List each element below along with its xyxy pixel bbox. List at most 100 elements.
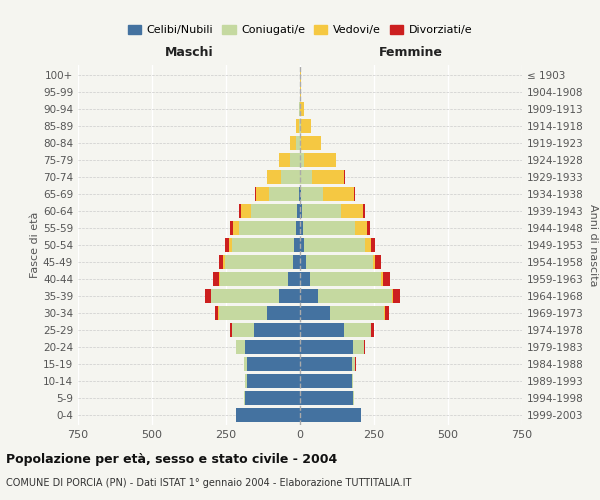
Bar: [306, 255, 373, 269]
Bar: [232, 238, 294, 252]
Bar: [300, 85, 301, 99]
Bar: [218, 306, 268, 320]
Bar: [241, 204, 251, 218]
Bar: [300, 272, 310, 286]
Bar: [294, 238, 300, 252]
Bar: [224, 255, 293, 269]
Bar: [244, 357, 247, 371]
Bar: [296, 136, 300, 150]
Bar: [300, 306, 329, 320]
Bar: [329, 306, 385, 320]
Bar: [236, 340, 245, 354]
Bar: [239, 204, 241, 218]
Bar: [300, 340, 353, 354]
Bar: [353, 340, 364, 354]
Bar: [344, 323, 371, 337]
Bar: [300, 238, 304, 252]
Bar: [300, 170, 312, 184]
Bar: [367, 221, 370, 235]
Bar: [373, 255, 376, 269]
Bar: [365, 238, 371, 252]
Bar: [363, 204, 365, 218]
Bar: [230, 323, 232, 337]
Bar: [376, 255, 382, 269]
Bar: [239, 221, 296, 235]
Bar: [245, 340, 300, 354]
Bar: [290, 153, 300, 167]
Bar: [392, 289, 400, 303]
Bar: [318, 289, 392, 303]
Bar: [304, 238, 365, 252]
Bar: [300, 323, 344, 337]
Bar: [215, 306, 218, 320]
Bar: [245, 391, 300, 405]
Bar: [247, 374, 300, 388]
Bar: [353, 391, 354, 405]
Bar: [354, 187, 355, 201]
Bar: [300, 102, 304, 116]
Bar: [268, 306, 300, 320]
Bar: [300, 357, 352, 371]
Bar: [303, 221, 355, 235]
Bar: [226, 238, 229, 252]
Bar: [382, 272, 383, 286]
Bar: [300, 221, 303, 235]
Bar: [300, 136, 301, 150]
Bar: [251, 204, 297, 218]
Bar: [290, 136, 296, 150]
Bar: [364, 340, 365, 354]
Bar: [213, 272, 219, 286]
Bar: [230, 221, 233, 235]
Bar: [299, 187, 300, 201]
Bar: [341, 204, 363, 218]
Bar: [323, 187, 354, 201]
Bar: [219, 272, 220, 286]
Bar: [288, 272, 300, 286]
Bar: [220, 272, 288, 286]
Bar: [300, 204, 302, 218]
Bar: [301, 136, 321, 150]
Y-axis label: Anni di nascita: Anni di nascita: [587, 204, 598, 286]
Bar: [301, 187, 323, 201]
Bar: [371, 323, 374, 337]
Bar: [293, 255, 300, 269]
Y-axis label: Fasce di età: Fasce di età: [30, 212, 40, 278]
Bar: [229, 238, 232, 252]
Bar: [281, 170, 300, 184]
Bar: [383, 272, 390, 286]
Text: Femmine: Femmine: [379, 46, 443, 59]
Bar: [232, 323, 254, 337]
Bar: [300, 289, 318, 303]
Bar: [300, 153, 304, 167]
Text: Popolazione per età, sesso e stato civile - 2004: Popolazione per età, sesso e stato civil…: [6, 452, 337, 466]
Bar: [236, 408, 300, 422]
Bar: [385, 306, 389, 320]
Bar: [223, 255, 224, 269]
Bar: [300, 255, 306, 269]
Bar: [296, 119, 299, 133]
Text: COMUNE DI PORCIA (PN) - Dati ISTAT 1° gennaio 2004 - Elaborazione TUTTITALIA.IT: COMUNE DI PORCIA (PN) - Dati ISTAT 1° ge…: [6, 478, 412, 488]
Bar: [296, 221, 300, 235]
Bar: [312, 170, 344, 184]
Bar: [279, 153, 290, 167]
Bar: [300, 408, 361, 422]
Bar: [304, 153, 335, 167]
Bar: [299, 119, 300, 133]
Bar: [254, 323, 300, 337]
Bar: [371, 238, 376, 252]
Legend: Celibi/Nubili, Coniugati/e, Vedovi/e, Divorziati/e: Celibi/Nubili, Coniugati/e, Vedovi/e, Di…: [124, 20, 476, 40]
Bar: [247, 357, 300, 371]
Bar: [256, 187, 269, 201]
Bar: [268, 170, 281, 184]
Bar: [301, 119, 311, 133]
Bar: [245, 374, 247, 388]
Bar: [302, 204, 341, 218]
Bar: [279, 289, 300, 303]
Bar: [297, 204, 300, 218]
Bar: [269, 187, 299, 201]
Bar: [300, 187, 301, 201]
Bar: [300, 391, 353, 405]
Bar: [205, 289, 211, 303]
Bar: [300, 374, 352, 388]
Bar: [352, 357, 355, 371]
